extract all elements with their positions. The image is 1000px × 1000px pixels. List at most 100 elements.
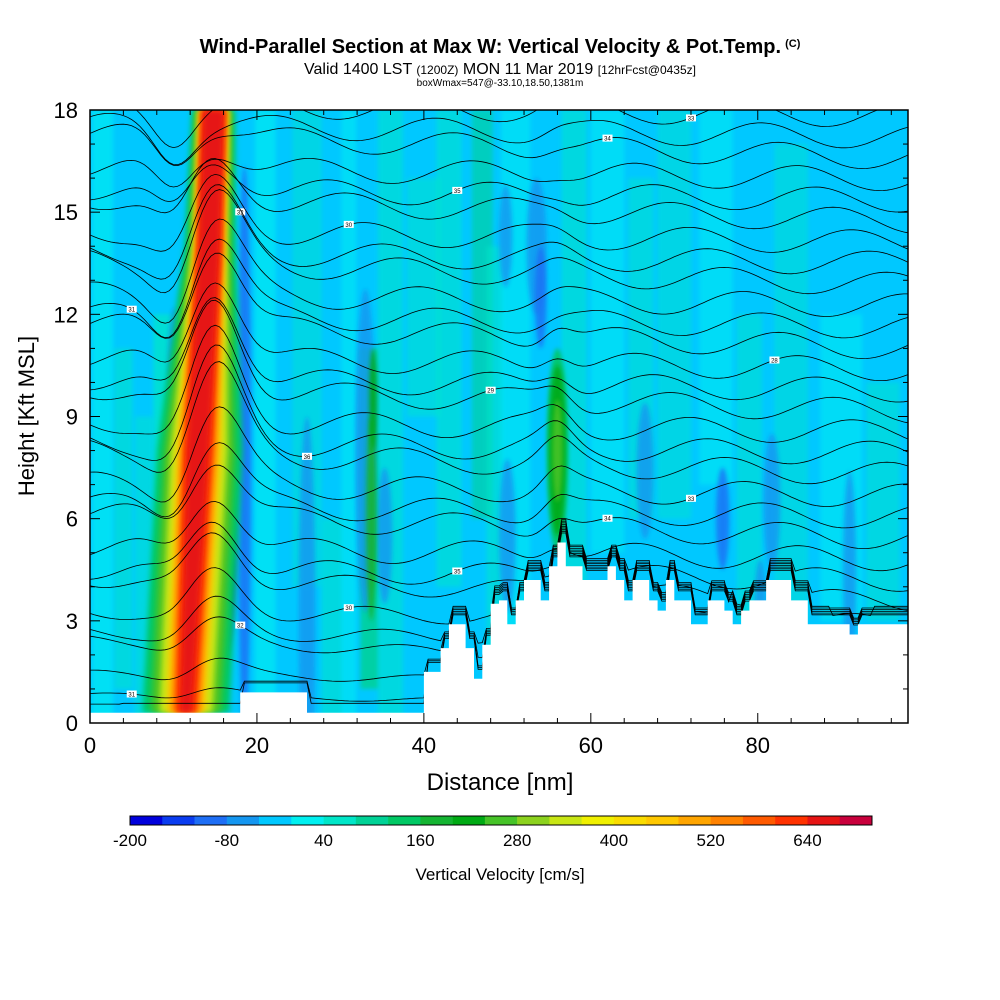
isentrope-line [90, 297, 908, 403]
isentrope-label-bg [769, 356, 780, 364]
colorbar-swatch [484, 816, 518, 825]
isentrope-line [90, 406, 908, 507]
velocity-band [590, 110, 625, 553]
isentrope-label: 35 [454, 570, 461, 576]
isentrope-label-bg [302, 452, 313, 460]
colorbar-swatch [420, 816, 453, 825]
colorbar-swatch [678, 816, 711, 825]
y-tick-label: 0 [66, 711, 78, 736]
isentrope-line [90, 164, 908, 213]
isentrope-line [90, 158, 908, 234]
colorbar-frame [129, 815, 873, 826]
isentrope-label: 36 [304, 455, 311, 461]
colorbar-swatch [742, 816, 776, 825]
velocity-band [866, 382, 900, 621]
downdraft-patch [499, 459, 516, 613]
isentrope-label-bg [343, 220, 354, 228]
velocity-band [254, 110, 276, 723]
isentrope-line [90, 344, 908, 465]
isentrope-label-bg [235, 208, 246, 216]
isentrope-label: 32 [237, 210, 244, 216]
isentrope-line [90, 173, 908, 253]
colorbar-swatch [323, 816, 357, 825]
velocity-band [774, 144, 808, 621]
colorbar-tick-label: 160 [406, 831, 434, 850]
isentrope-line [90, 218, 908, 324]
x-tick-label: 40 [412, 733, 436, 758]
velocity-band [341, 110, 357, 723]
colorbar-swatch [291, 816, 324, 825]
isentrope-label: 30 [345, 223, 352, 229]
isentrope-line [90, 252, 908, 360]
valid-time: Valid 1400 LST [304, 61, 412, 78]
isentrope-label: 34 [604, 137, 611, 143]
isentrope-line [90, 522, 908, 611]
velocity-band [321, 518, 343, 723]
isentrope-label-bg [485, 386, 496, 394]
y-tick-label: 12 [54, 302, 78, 327]
x-tick-label: 60 [579, 733, 603, 758]
isentrope-line [135, 110, 879, 149]
colorbar-tick-label: -200 [113, 831, 147, 850]
forecast-info: [12hrFcst@0435z] [597, 63, 696, 77]
isentrope-label: 31 [128, 308, 135, 314]
colorbar-swatch [549, 816, 582, 825]
isentrope-line [90, 529, 908, 682]
isentrope-label-bg [126, 305, 137, 313]
isentrope-label-bg [235, 621, 246, 629]
colorbar-swatch [807, 816, 841, 825]
isentrope-label-bg [452, 186, 463, 194]
downdraft-patch [499, 184, 513, 288]
isentrope-label-bg [602, 134, 613, 142]
narrow-updraft [369, 348, 377, 451]
isentropes: 31 32 30 35 34 33 36 29 28 31 32 30 35 34 33 [90, 110, 908, 705]
isentrope-label: 30 [345, 606, 352, 612]
isentrope-label-bg [685, 494, 696, 502]
isentrope-label-bg [343, 604, 354, 612]
isentrope-label: 32 [237, 624, 244, 630]
colorbar-swatch [194, 816, 228, 825]
y-tick-label: 3 [66, 609, 78, 634]
isentrope-label: 33 [688, 116, 695, 122]
x-axis-label: Distance [nm] [427, 769, 574, 796]
isentrope-label-bg [452, 567, 463, 575]
x-tick-label: 80 [746, 733, 770, 758]
isentrope-line [90, 189, 908, 295]
colorbar-swatch [710, 816, 744, 825]
isentrope-line [90, 532, 908, 705]
isentrope-line [90, 525, 908, 644]
isentrope-line [90, 442, 908, 529]
isentrope-line [90, 361, 908, 485]
terrain [90, 542, 908, 723]
utc-time: (1200Z) [416, 63, 459, 77]
isentrope-line [90, 527, 908, 658]
colorbar-swatch [517, 816, 550, 825]
colorbar-label: Vertical Velocity [cm/s] [415, 865, 584, 884]
colorbar-swatch [581, 816, 615, 825]
terrain-fill [90, 542, 908, 723]
isentrope-label-bg [602, 514, 613, 522]
colorbar-tick-label: 400 [600, 831, 628, 850]
updraft-core-band [180, 110, 224, 713]
isentrope-line [90, 184, 908, 280]
isentrope-label-bg [126, 690, 137, 698]
velocity-band [486, 246, 504, 655]
colorbar-swatch [646, 816, 679, 825]
isentrope-line [90, 464, 908, 549]
colorbar-tick-label: 280 [503, 831, 531, 850]
isentrope-line [90, 238, 908, 339]
colorbar-swatch [259, 816, 292, 825]
x-tick-label: 0 [84, 733, 96, 758]
colorbar-swatch [775, 816, 808, 825]
velocity-band [377, 110, 404, 723]
y-tick-label: 6 [66, 507, 78, 532]
velocity-band [436, 110, 462, 587]
downdraft-patch [636, 402, 654, 540]
colorbar-swatch [388, 816, 421, 825]
chart-title-text: Wind-Parallel Section at Max W: Vertical… [199, 36, 782, 58]
y-axis-label: Height [Kft MSL] [14, 336, 39, 496]
chart-title: Wind-Parallel Section at Max W: Vertical… [0, 36, 1000, 59]
downdraft-patch [377, 467, 393, 604]
colorbar-swatch [613, 816, 647, 825]
